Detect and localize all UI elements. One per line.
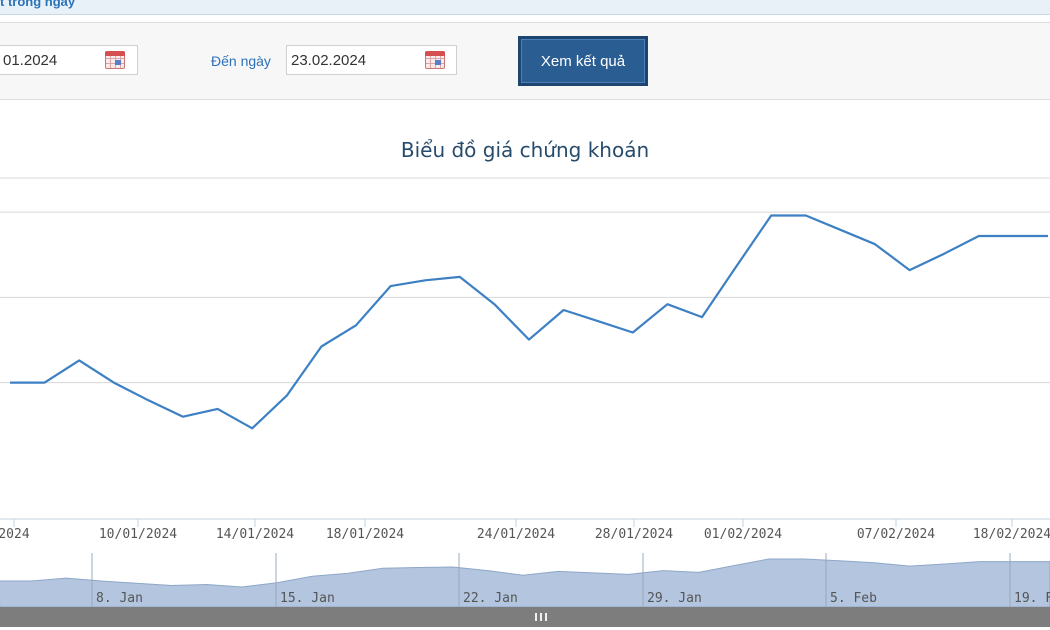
price-chart: 8. Jan 15. Jan 22. Jan 29. Jan 5. Feb 19. F 2… xyxy=(0,177,1050,607)
x-tick-label: 14/01/2024 xyxy=(216,527,294,542)
section-title: t trong ngày xyxy=(0,0,76,9)
to-date-input[interactable]: 23.02.2024 xyxy=(286,45,457,75)
section-header: t trong ngày xyxy=(0,0,1050,15)
navigator-tick-label: 19. F xyxy=(1014,591,1050,606)
navigator-tick-label: 5. Feb xyxy=(830,591,877,606)
calendar-icon[interactable] xyxy=(105,51,125,69)
navigator-tick-label: 8. Jan xyxy=(96,591,143,606)
price-series-line xyxy=(10,214,1048,430)
navigator-tick-label: 29. Jan xyxy=(647,591,702,606)
view-results-button[interactable]: Xem kết quả xyxy=(518,36,648,86)
navigator-scrollbar[interactable] xyxy=(0,607,1050,627)
grip-lines-icon[interactable] xyxy=(535,611,547,623)
navigator-area[interactable] xyxy=(0,558,1050,607)
from-date-value: 01.2024 xyxy=(3,52,58,69)
calendar-icon[interactable] xyxy=(425,51,445,69)
from-date-input[interactable]: 01.2024 xyxy=(0,45,138,75)
x-tick-label: 28/01/2024 xyxy=(595,527,673,542)
date-filter-bar: 01.2024 Đến ngày 23.02.2024 Xem kết quả xyxy=(0,22,1050,100)
x-tick-label: 18/01/2024 xyxy=(326,527,404,542)
x-tick-label: 07/02/2024 xyxy=(857,527,935,542)
chart-title: Biểu đồ giá chứng khoán xyxy=(400,138,650,162)
x-tick-label: 2024 xyxy=(0,527,30,542)
x-tick-label: 10/01/2024 xyxy=(99,527,177,542)
x-tick-label: 18/02/2024 xyxy=(973,527,1050,542)
navigator-tick-label: 15. Jan xyxy=(280,591,335,606)
navigator-tick-label: 22. Jan xyxy=(463,591,518,606)
x-tick-label: 01/02/2024 xyxy=(704,527,782,542)
to-date-label: Đến ngày xyxy=(211,53,271,69)
x-tick-label: 24/01/2024 xyxy=(477,527,555,542)
to-date-value: 23.02.2024 xyxy=(291,52,367,69)
